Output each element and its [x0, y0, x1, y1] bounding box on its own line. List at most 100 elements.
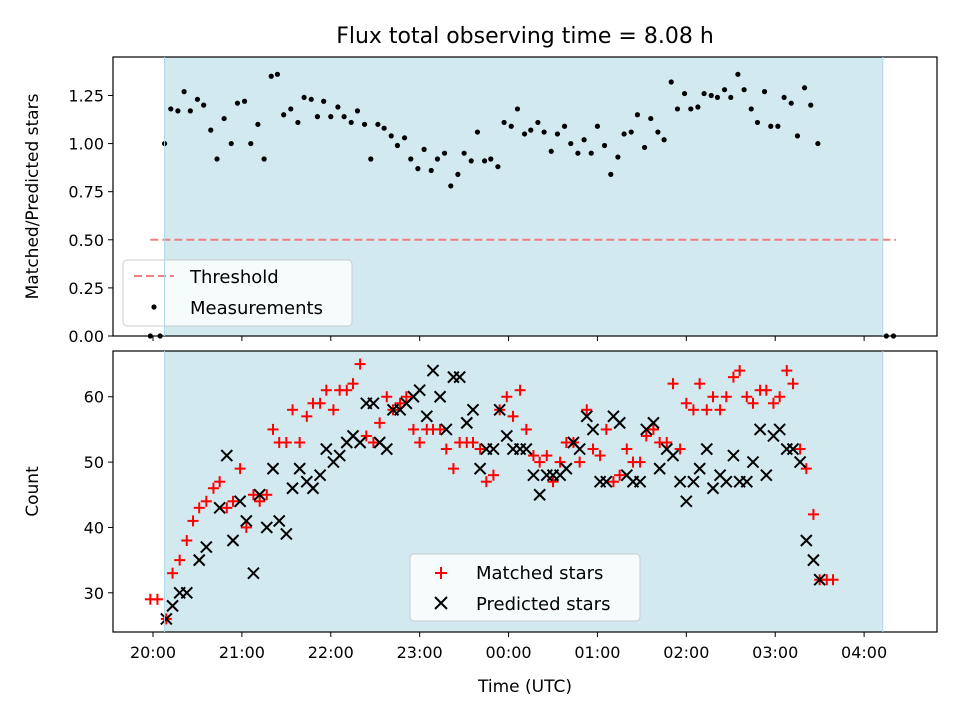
predicted-star-point	[353, 436, 367, 449]
matched-star-point	[707, 391, 719, 403]
predicted-star-point	[193, 553, 206, 567]
measurement-point	[201, 102, 207, 108]
predicted-star-point	[600, 475, 613, 488]
count-y-axis-label: Count	[23, 466, 43, 517]
measurement-point	[375, 121, 381, 127]
measurement-point	[281, 112, 287, 118]
matched-star-point	[354, 358, 366, 370]
y-tick-label: 0.25	[68, 279, 104, 298]
measurement-point	[781, 94, 787, 101]
predicted-star-point	[760, 468, 773, 482]
measurement-point	[588, 150, 594, 156]
matched-star-point	[680, 397, 692, 409]
matched-star-point	[781, 365, 793, 377]
measurement-point	[461, 150, 467, 156]
measurement-point	[514, 106, 521, 112]
measurement-point	[428, 167, 434, 174]
predicted-star-point	[740, 475, 753, 488]
measurement-point	[274, 71, 281, 77]
ratio-y-axis-label: Matched/Predicted stars	[23, 93, 43, 299]
predicted-star-point	[320, 442, 333, 456]
count-x-ticks: 20:00 21:00 22:00 23:00 00:00 01:00 02:00 03:00…	[130, 632, 887, 662]
ratio-legend: Threshold Measurements	[122, 259, 353, 327]
measurement-point	[575, 150, 581, 156]
matched-star-point	[207, 482, 219, 494]
measurement-point	[401, 135, 408, 141]
matched-star-point	[587, 443, 599, 455]
measurement-point	[708, 92, 714, 99]
matched-star-point	[447, 463, 459, 475]
matched-star-point	[487, 469, 499, 481]
measurement-point	[441, 150, 448, 156]
measurement-point	[554, 131, 561, 137]
matched-star-point	[347, 378, 359, 390]
predicted-star-point	[786, 442, 800, 456]
chart-title: Flux total observing time = 8.08 h	[336, 24, 714, 49]
matched-star-point	[240, 521, 252, 533]
predicted-star-point	[487, 442, 500, 456]
measurement-point	[541, 129, 547, 135]
predicted-star-point	[266, 462, 280, 475]
measurement-point	[194, 96, 201, 102]
measurement-point	[695, 104, 701, 110]
matched-star-point	[734, 365, 746, 377]
y-tick-label: 1.00	[68, 135, 104, 154]
matched-star-point	[661, 436, 673, 448]
threshold-legend-label: Threshold	[189, 267, 279, 288]
predicted-star-point	[687, 475, 700, 488]
measurement-point	[741, 87, 747, 93]
x-tick-label: 01:00	[574, 643, 620, 662]
ratio-panel: Flux total observing time = 8.08 h 0.000…	[23, 24, 938, 346]
measurements-legend-label: Measurements	[190, 298, 323, 319]
measurement-point	[681, 90, 688, 97]
ratio-axes-frame	[112, 56, 938, 337]
predicted-star-point	[253, 488, 266, 501]
measurement-point	[801, 85, 808, 91]
measurement-point	[248, 140, 254, 147]
matched-star-point	[341, 384, 353, 396]
measurement-point	[794, 133, 801, 139]
predicted-star-point	[166, 599, 179, 613]
matched-star-point	[640, 430, 652, 442]
predicted-star-point	[453, 370, 466, 384]
matched-star-point	[193, 502, 205, 514]
measurement-point	[208, 127, 214, 133]
measurement-point	[268, 73, 274, 79]
predicted-star-point	[647, 416, 660, 430]
predicted-star-point	[653, 462, 666, 475]
measurement-point	[474, 129, 481, 135]
predicted-star-point	[520, 442, 533, 456]
predicted-star-point	[460, 416, 473, 430]
matched-star-point	[667, 378, 679, 390]
predicted-star-point	[473, 462, 487, 475]
predicted-star-point	[367, 397, 380, 410]
measurement-point	[241, 98, 248, 104]
x-tick-label: 02:00	[663, 643, 709, 662]
measurement-point	[448, 183, 454, 189]
measurement-point	[634, 112, 641, 118]
measurement-point	[528, 127, 534, 133]
measurement-point	[181, 89, 187, 95]
measurement-point	[481, 158, 488, 164]
measurement-point	[815, 140, 821, 147]
measurement-point	[381, 125, 387, 131]
measurement-point	[701, 90, 707, 97]
measurement-point	[234, 100, 241, 106]
x-axis-label: Time (UTC)	[477, 677, 572, 697]
predicted-star-point	[573, 442, 586, 456]
count-legend-box	[409, 553, 641, 622]
measurement-point	[341, 114, 347, 120]
predicted-star-point	[693, 462, 706, 475]
matched-star-point	[174, 554, 186, 566]
predicted-star-point	[746, 455, 760, 469]
measurement-point	[561, 123, 568, 129]
measurement-point	[594, 123, 601, 129]
measurement-point	[434, 156, 441, 162]
measurement-point	[335, 104, 341, 110]
measurement-point	[721, 87, 728, 93]
measurement-point	[421, 146, 427, 152]
matched-star-point	[267, 423, 279, 435]
measurement-point	[775, 123, 781, 129]
x-tick-label: 23:00	[397, 643, 443, 662]
matched-star-point	[501, 391, 513, 403]
